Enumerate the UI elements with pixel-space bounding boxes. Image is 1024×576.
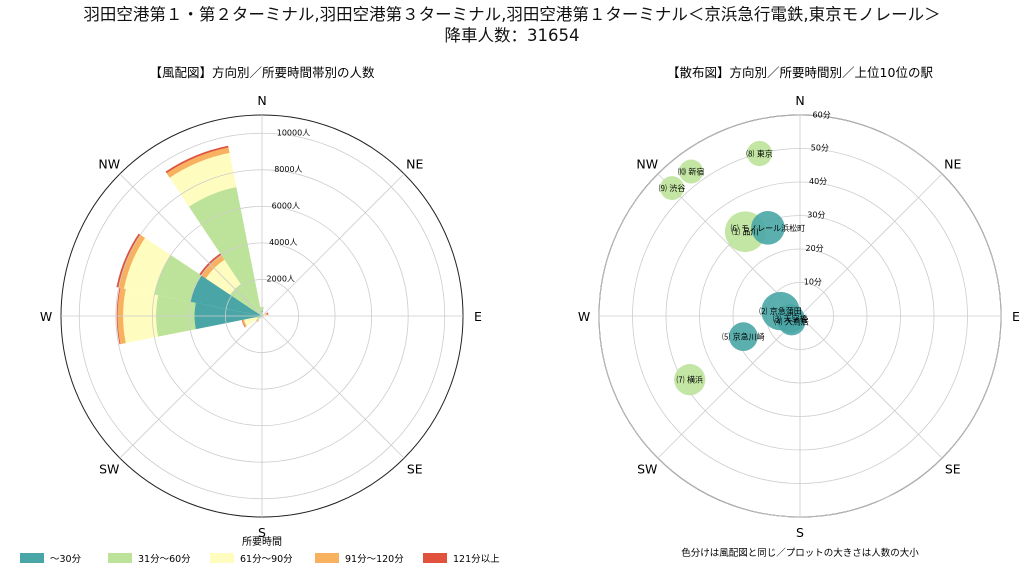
polar-spoke <box>119 173 263 317</box>
legend-label-1: ～30分 <box>50 554 82 565</box>
legend-label-2: 31分～60分 <box>138 554 191 565</box>
scatter-point-4 <box>777 307 806 336</box>
direction-label-se: SE <box>945 462 961 477</box>
polar-spoke <box>261 315 405 459</box>
wind-rose-radial-tick-label: 2000人 <box>267 275 295 284</box>
wind-rose-bar-ene-band4 <box>265 312 268 316</box>
scatter-point-label-6: ⑹ モノレール浜松町 <box>731 223 806 233</box>
wind-rose-radial-tick-label: 4000人 <box>269 238 297 247</box>
wind-rose-bar-wsw-band3 <box>244 317 258 327</box>
scatter-radial-tick-labels: 10分 20分 30分 40分 50分 60分 <box>804 110 831 286</box>
wind-rose-bar-nnw-band3 <box>169 152 237 207</box>
title-line-station: 羽田空港第１・第２ターミナル,羽田空港第３ターミナル,羽田空港第１ターミナル＜京… <box>83 5 941 24</box>
wind-rose-radial-tick-label: 6000人 <box>272 202 300 211</box>
direction-label-s: S <box>258 525 266 540</box>
wind-rose-bar-wnw-band2 <box>154 255 202 302</box>
wind-rose-radial-tick-labels: 2000人 4000人 6000人 8000人 10000人 <box>267 129 311 284</box>
direction-label-w: W <box>40 309 52 324</box>
wind-rose-direction-labels: N NE E SE S SW W NW <box>40 93 482 540</box>
polar-spoke <box>119 315 263 459</box>
wind-rose-bar-nnw-band5 <box>165 145 229 174</box>
legend-swatch-5 <box>423 553 447 563</box>
wind-rose-bar-wsw-band4 <box>242 319 247 328</box>
direction-label-sw: SW <box>637 462 657 477</box>
direction-label-s: S <box>796 525 804 540</box>
scatter-point-label-3: ⑶ 天空橋 <box>773 314 808 324</box>
scatter-point-label-7: ⑺ 横浜 <box>676 375 703 385</box>
legend-label-4: 91分～120分 <box>345 554 404 565</box>
direction-label-n: N <box>257 93 266 108</box>
wind-rose-radial-tick-label: 8000人 <box>274 165 302 174</box>
direction-label-ne: NE <box>944 156 961 171</box>
polar-spoke <box>799 173 943 317</box>
scatter-point-9 <box>660 176 685 201</box>
wind-rose-bar-wnw-band1 <box>190 275 262 316</box>
direction-label-e: E <box>474 309 482 324</box>
legend-title: 所要時間 <box>242 536 282 548</box>
wind-rose-bar-nnw-band4 <box>166 147 230 178</box>
wind-rose-bar-wsw-band2 <box>256 316 262 320</box>
legend-label-3: 61分～90分 <box>240 554 293 565</box>
scatter-points: ⑴ 品川 ⑵ 京急蒲田⑶ 天空橋⑷ 大鳥居 ⑸ 京急川崎 ⑹ モノレール浜松町 ⑺ 横浜… <box>659 140 809 396</box>
scatter-point-7 <box>674 364 706 396</box>
legend-label-5: 121分以上 <box>453 554 500 565</box>
scatter-radial-tick-label: 10分 <box>804 278 822 287</box>
direction-label-e: E <box>1012 309 1020 324</box>
wind-rose-bar-wsw-band5 <box>241 319 246 328</box>
scatter-radial-tick-label: 40分 <box>809 177 827 186</box>
legend-swatch-4 <box>315 553 339 563</box>
wind-rose-bars <box>116 145 269 345</box>
wind-rose-title: 【風配図】方向別／所要時間帯別の人数 <box>149 65 375 80</box>
polar-spoke <box>799 315 943 459</box>
scatter-title: 【散布図】方向別／所要時間別／上位10位の駅 <box>667 65 933 80</box>
legend-swatch-3 <box>210 553 234 563</box>
legend-items: ～30分 31分～60分 61分～90分 91分～120分 121分以上 <box>20 553 500 565</box>
scatter-point-label-9: ⑼ 渋谷 <box>659 183 686 193</box>
scatter-point-10 <box>679 159 704 184</box>
direction-label-ne: NE <box>406 156 423 171</box>
polar-spoke <box>657 173 801 317</box>
wind-rose-chart: 【風配図】方向別／所要時間帯別の人数 2000人 4000人 6000人 8000人 1… <box>40 65 482 540</box>
scatter-point-label-5: ⑸ 京急川崎 <box>722 332 765 342</box>
wind-rose-grid <box>60 114 464 518</box>
legend-swatch-1 <box>20 553 44 563</box>
scatter-point-label-4: ⑷ 大鳥居 <box>774 317 809 327</box>
wind-rose-bar-wnw-band3 <box>124 237 171 295</box>
scatter-radial-tick-label: 20分 <box>806 244 824 253</box>
direction-label-w: W <box>578 309 590 324</box>
scatter-point-label-10: ⑽ 新宿 <box>678 167 705 177</box>
scatter-point-label-8: ⑻ 東京 <box>746 148 773 158</box>
direction-label-sw: SW <box>99 462 119 477</box>
scatter-radial-tick-label: 60分 <box>813 110 831 119</box>
wind-rose-bar-ene-band5 <box>266 312 269 315</box>
title-line-count: 降車人数：31654 <box>444 26 580 45</box>
legend-swatch-2 <box>108 553 132 563</box>
scatter-radial-tick-label: 30分 <box>807 211 825 220</box>
scatter-radial-tick-label: 50分 <box>811 144 829 153</box>
scatter-point-label-1: ⑴ 品川 <box>732 227 759 237</box>
figure-title: 羽田空港第１・第２ターミナル,羽田空港第３ターミナル,羽田空港第１ターミナル＜京… <box>0 4 1024 46</box>
wind-rose-bar-wnw-band5 <box>116 233 141 288</box>
scatter-note: 色分けは風配図と同じ／プロットの大きさは人数の大小 <box>681 547 919 559</box>
scatter-point-label-2: ⑵ 京急蒲田 <box>759 306 802 316</box>
direction-label-se: SE <box>407 462 423 477</box>
direction-label-nw: NW <box>98 156 120 171</box>
scatter-direction-labels: N NE E SE S SW W NW <box>578 93 1020 540</box>
polar-spoke <box>657 315 801 459</box>
scatter-chart: 【散布図】方向別／所要時間別／上位10位の駅 10分 20分 30分 40分 50分 60… <box>578 65 1020 559</box>
wind-rose-bar-w-band5 <box>116 287 121 345</box>
scatter-point-5 <box>728 322 758 352</box>
direction-label-n: N <box>795 93 804 108</box>
scatter-point-6 <box>751 211 785 245</box>
legend: 所要時間 ～30分 31分～60分 61分～90分 91分～120分 121分以上 <box>20 536 500 565</box>
wind-rose-bar-wnw-band4 <box>118 234 146 289</box>
polar-spoke <box>261 173 405 317</box>
wind-rose-bar-nnw-band2 <box>188 186 262 316</box>
wind-rose-radial-tick-label: 10000人 <box>277 129 310 138</box>
scatter-point-8 <box>746 140 773 167</box>
direction-label-nw: NW <box>636 156 658 171</box>
